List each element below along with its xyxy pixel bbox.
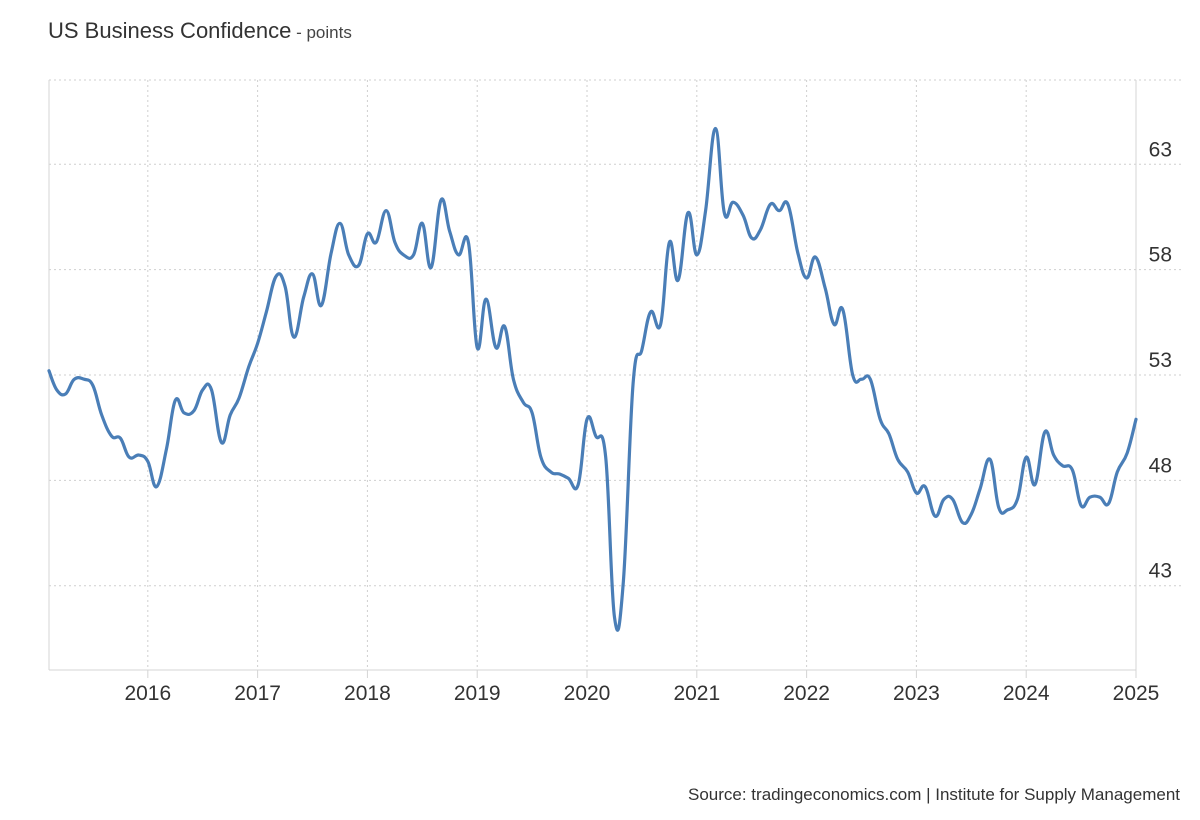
axes <box>48 80 1137 678</box>
x-tick-label-2018: 2018 <box>344 682 391 705</box>
x-tick-label-2023: 2023 <box>893 682 940 705</box>
chart-title-unit: - points <box>291 23 352 42</box>
x-tick-label-2022: 2022 <box>783 682 830 705</box>
chart-title-main: US Business Confidence <box>48 18 292 43</box>
y-tick-label-53: 53 <box>1149 349 1172 372</box>
x-tick-label-2020: 2020 <box>564 682 611 705</box>
chart-title: US Business Confidence - points <box>48 18 352 44</box>
x-tick-label-2025: 2025 <box>1113 682 1160 705</box>
y-tick-label-43: 43 <box>1149 560 1172 583</box>
series-layer <box>47 126 1138 632</box>
y-tick-label-48: 48 <box>1149 454 1172 477</box>
y-tick-label-63: 63 <box>1149 138 1172 161</box>
series-line-0 <box>47 126 1138 632</box>
tick-labels: 43 48 53 58 63 2016 2017 2018 2019 2020 2021 2022 20… <box>124 138 1172 705</box>
x-tick-label-2016: 2016 <box>124 682 171 705</box>
y-tick-label-58: 58 <box>1149 244 1172 267</box>
source-note: Source: tradingeconomics.com | Institute… <box>688 785 1180 804</box>
x-tick-label-2019: 2019 <box>454 682 501 705</box>
chart-unit-label: points <box>306 23 352 42</box>
x-tick-label-2024: 2024 <box>1003 682 1050 705</box>
x-tick-label-2021: 2021 <box>673 682 720 705</box>
grid-lines <box>49 79 1183 670</box>
chart-title-separator: - <box>291 23 307 42</box>
x-tick-label-2017: 2017 <box>234 682 281 705</box>
